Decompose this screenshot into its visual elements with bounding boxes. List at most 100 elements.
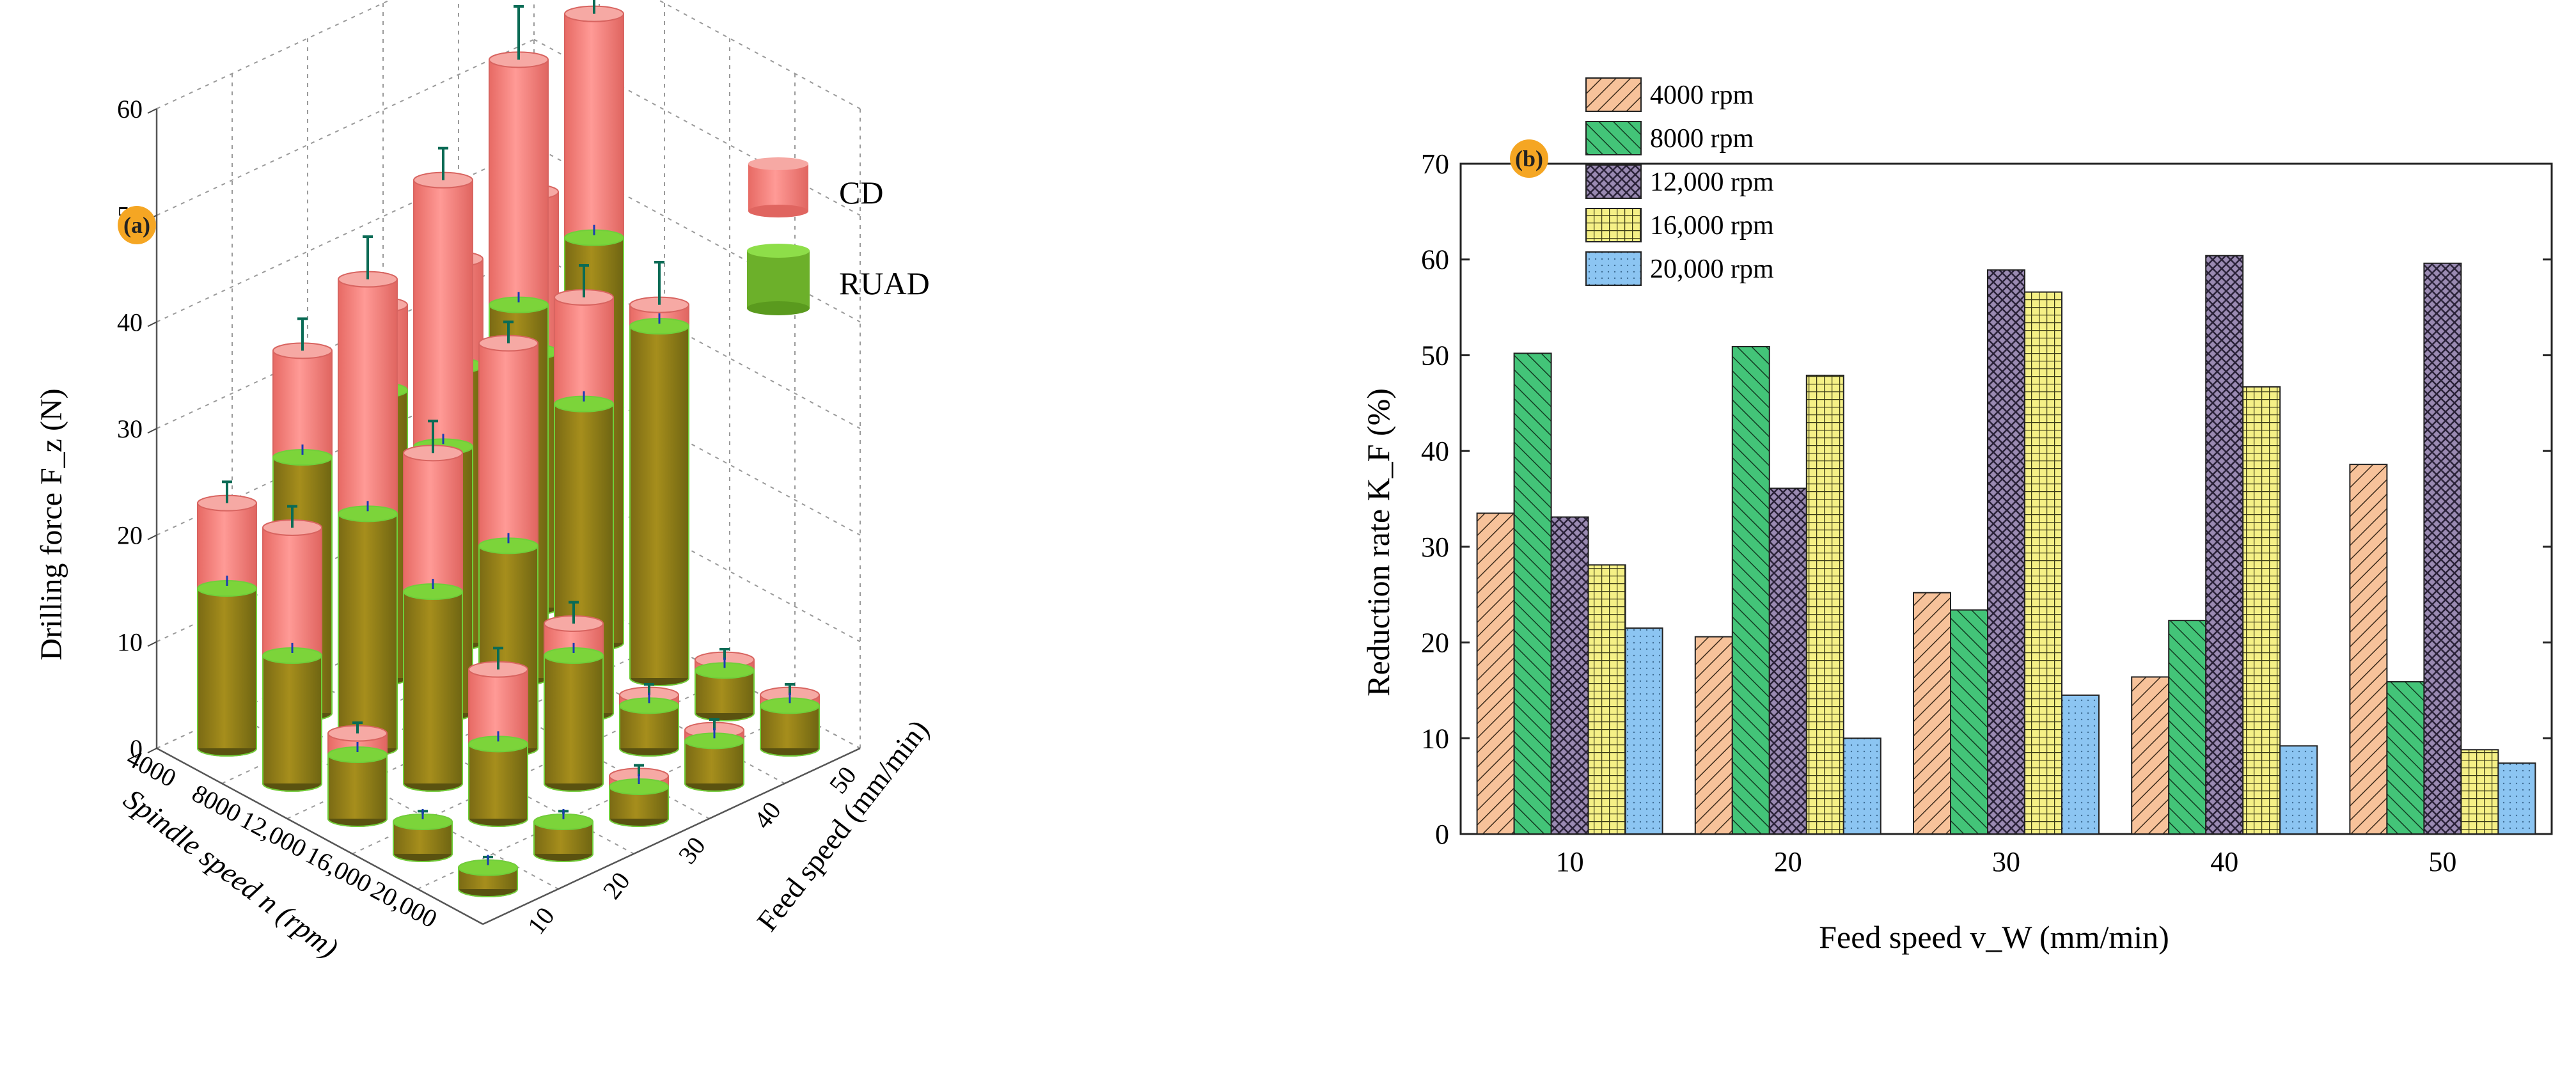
bar-ruad-2-0 — [327, 746, 388, 827]
z-tick-2: 20 — [117, 521, 143, 550]
grid-floor-i-4 — [417, 712, 796, 890]
y-tick-b-2: 20 — [1421, 627, 1449, 659]
z-tick-0: 0 — [130, 734, 143, 763]
z-tick-1: 10 — [117, 627, 143, 656]
z-tick-3: 30 — [117, 414, 143, 443]
panel-b-badge — [1510, 139, 1548, 178]
spindle-axis-line — [156, 747, 483, 925]
z-axis-title: Drilling force F_z (N) — [35, 388, 68, 660]
panel-a-label: (a) — [123, 212, 150, 238]
bar-b-1-3 — [2168, 620, 2207, 835]
legend-b-label-2: 12,000 rpm — [1650, 168, 1774, 197]
bar-ruad-4-3 — [684, 732, 744, 792]
bar-b-2-1 — [1768, 487, 1807, 835]
z-tick-mark-1 — [147, 641, 157, 647]
bar-ruad-3-1-body — [469, 744, 528, 819]
z-tick-mark-6 — [147, 108, 157, 114]
x-tick-b-1: 20 — [1774, 846, 1802, 877]
y-tick-b-1: 10 — [1421, 723, 1449, 754]
feed-tick-2: 30 — [673, 831, 711, 869]
bar-b-4-2 — [2061, 694, 2100, 835]
bar-b-1-4 — [2386, 681, 2425, 835]
legend-ruad-swatch — [747, 244, 810, 315]
bar-b-3-2 — [2024, 291, 2062, 835]
legend-b-swatch-4 — [1585, 251, 1642, 286]
bar-ruad-3-4 — [695, 662, 755, 721]
bar-b-0-3 — [2131, 676, 2170, 835]
bar-b-4-0 — [1624, 627, 1663, 835]
grid-line-back-6 — [156, 0, 392, 109]
bar-ruad-3-2-body — [544, 656, 603, 783]
legend-b-swatch-1 — [1585, 121, 1642, 155]
bar-b-0-1 — [1694, 636, 1733, 835]
panel-a-badge — [118, 206, 156, 244]
bars-b — [1476, 255, 2536, 835]
axes-b: 0 10 20 30 40 50 60 70 10 20 30 40 50 — [1421, 148, 2553, 877]
x-tick-b-3: 40 — [2210, 846, 2238, 877]
chart-3d-drilling-force: 01020304050604000800012,00016,00020,0001… — [35, 0, 935, 964]
x-tick-b-4: 50 — [2428, 846, 2456, 877]
y-tick-b-3: 30 — [1421, 531, 1449, 563]
feed-tick-0: 10 — [522, 902, 560, 940]
legend-b-label-4: 20,000 rpm — [1650, 255, 1774, 284]
bar-ruad-2-4-body — [630, 326, 689, 678]
feed-tick-1: 20 — [597, 867, 636, 904]
legend-b-swatch-2 — [1585, 164, 1642, 199]
panel-a: 01020304050604000800012,00016,00020,0001… — [0, 0, 1279, 1067]
bar-b-3-0 — [1587, 564, 1626, 835]
grid-line-back-5 — [156, 38, 535, 216]
spindle-tick-2: 12,000 — [236, 805, 311, 863]
bar-b-4-1 — [1842, 737, 1881, 835]
y-tick-b-7: 70 — [1421, 148, 1449, 180]
bar-ruad-1-1-body — [338, 514, 397, 748]
z-tick-mark-3 — [147, 428, 157, 434]
bar-ruad-3-1 — [468, 736, 528, 827]
bar-b-1-1 — [1731, 345, 1770, 835]
grid-line-back-4 — [156, 145, 535, 323]
x-tick-b-2: 30 — [1992, 846, 2020, 877]
bar-b-2-4 — [2423, 262, 2462, 835]
spindle-tick-3: 16,000 — [301, 840, 377, 898]
bar-ruad-4-4 — [760, 697, 820, 757]
y-tick-b-0: 0 — [1435, 819, 1449, 850]
bar-b-4-3 — [2279, 745, 2318, 835]
spindle-tick-1: 8000 — [187, 778, 246, 828]
legend-b-label-1: 8000 rpm — [1650, 124, 1754, 153]
legend-cd-swatch — [748, 157, 808, 217]
z-tick-6: 60 — [117, 95, 143, 123]
y-axis-title-b: Reduction rate K_F (%) — [1360, 388, 1396, 696]
feed-axis-line — [482, 747, 861, 925]
panel-b-label: (b) — [1515, 146, 1543, 171]
x-axis-title-b: Feed speed v_W (mm/min) — [1819, 919, 2169, 955]
bar-b-1-2 — [1950, 609, 1988, 835]
chart-reduction-rate: 0 10 20 30 40 50 60 70 10 20 30 40 50 4000 rpm 8000 r… — [1360, 77, 2553, 955]
y-tick-b-4: 40 — [1421, 436, 1449, 467]
bar-b-2-2 — [1987, 269, 2025, 835]
bar-b-2-3 — [2205, 255, 2244, 835]
y-tick-b-6: 60 — [1421, 244, 1449, 276]
bar-ruad-4-0 — [458, 859, 518, 897]
bar-b-1-0 — [1513, 352, 1552, 835]
bar-b-3-4 — [2460, 749, 2499, 835]
bar-ruad-3-0 — [393, 814, 453, 862]
bar-b-3-1 — [1805, 374, 1844, 835]
bar-ruad-1-1 — [338, 505, 398, 757]
z-tick-mark-4 — [147, 321, 157, 327]
legend-a: CD RUAD — [747, 157, 930, 315]
bar-b-0-0 — [1476, 512, 1515, 835]
z-tick-4: 40 — [117, 308, 143, 336]
bar-ruad-3-3 — [619, 697, 679, 757]
bar-ruad-2-0-body — [328, 755, 387, 819]
legend-ruad-label: RUAD — [839, 265, 930, 301]
z-tick-mark-2 — [147, 534, 157, 540]
bars-group — [197, 0, 820, 897]
spindle-tick-4: 20,000 — [366, 875, 442, 933]
legend-b-label-0: 4000 rpm — [1650, 81, 1754, 110]
z-tick-mark-0 — [147, 748, 157, 753]
bar-ruad-0-0 — [197, 580, 257, 757]
bar-ruad-1-0-body — [263, 656, 322, 783]
feed-tick-3: 40 — [748, 796, 787, 834]
x-tick-b-0: 10 — [1556, 846, 1584, 877]
panel-b: 0 10 20 30 40 50 60 70 10 20 30 40 50 4000 rpm 8000 r… — [1317, 0, 2576, 1067]
legend-b: 4000 rpm 8000 rpm 12,000 rpm 16,000 rpm 20,0… — [1585, 77, 1774, 286]
